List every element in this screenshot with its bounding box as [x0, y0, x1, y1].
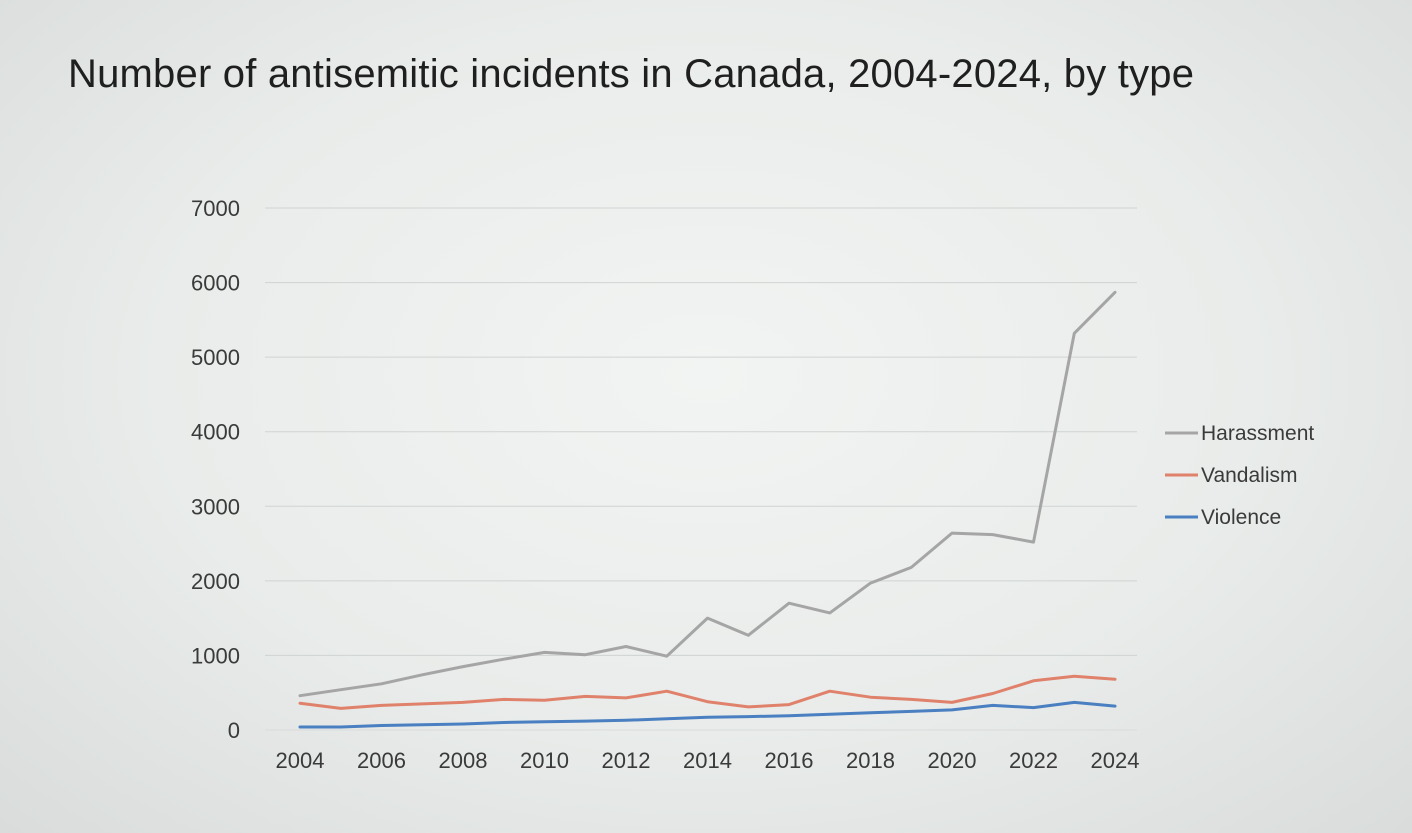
y-tick-label: 4000 [191, 420, 240, 445]
series-lines [298, 290, 1117, 729]
x-axis-ticks: 2004 2006 2008 2010 2012 2014 2016 2018 2020 2022… [276, 748, 1140, 773]
x-tick-label: 2016 [765, 748, 814, 773]
x-tick-label: 2012 [602, 748, 651, 773]
x-tick-label: 2020 [928, 748, 977, 773]
legend: Harassment Vandalism Violence [1165, 422, 1314, 529]
series-line-harassment [298, 290, 1117, 698]
x-tick-label: 2022 [1009, 748, 1058, 773]
y-tick-label: 1000 [191, 643, 240, 668]
x-tick-label: 2018 [846, 748, 895, 773]
legend-label-vandalism: Vandalism [1201, 464, 1298, 487]
x-tick-label: 2010 [520, 748, 569, 773]
series-line-vandalism [298, 674, 1117, 710]
y-tick-label: 3000 [191, 494, 240, 519]
x-tick-label: 2014 [683, 748, 732, 773]
gridlines [265, 207, 1137, 731]
legend-label-harassment: Harassment [1201, 422, 1314, 445]
x-tick-label: 2006 [357, 748, 406, 773]
legend-label-violence: Violence [1201, 506, 1281, 529]
y-tick-label: 2000 [191, 569, 240, 594]
y-tick-label: 5000 [191, 345, 240, 370]
chart-title: Number of antisemitic incidents in Canad… [68, 52, 1195, 96]
y-tick-label: 0 [228, 718, 240, 743]
y-axis-ticks: 0 1000 2000 3000 4000 5000 6000 7000 [191, 196, 240, 743]
x-tick-label: 2008 [439, 748, 488, 773]
x-tick-label: 2004 [276, 748, 325, 773]
x-tick-label: 2024 [1091, 748, 1140, 773]
y-tick-label: 7000 [191, 196, 240, 221]
y-tick-label: 6000 [191, 271, 240, 296]
series-line-violence [298, 700, 1117, 729]
